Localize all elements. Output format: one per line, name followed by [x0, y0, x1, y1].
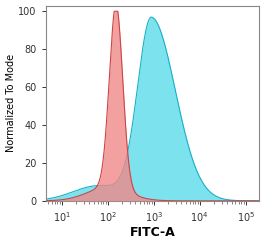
X-axis label: FITC-A: FITC-A — [130, 226, 175, 239]
Y-axis label: Normalized To Mode: Normalized To Mode — [6, 54, 16, 152]
